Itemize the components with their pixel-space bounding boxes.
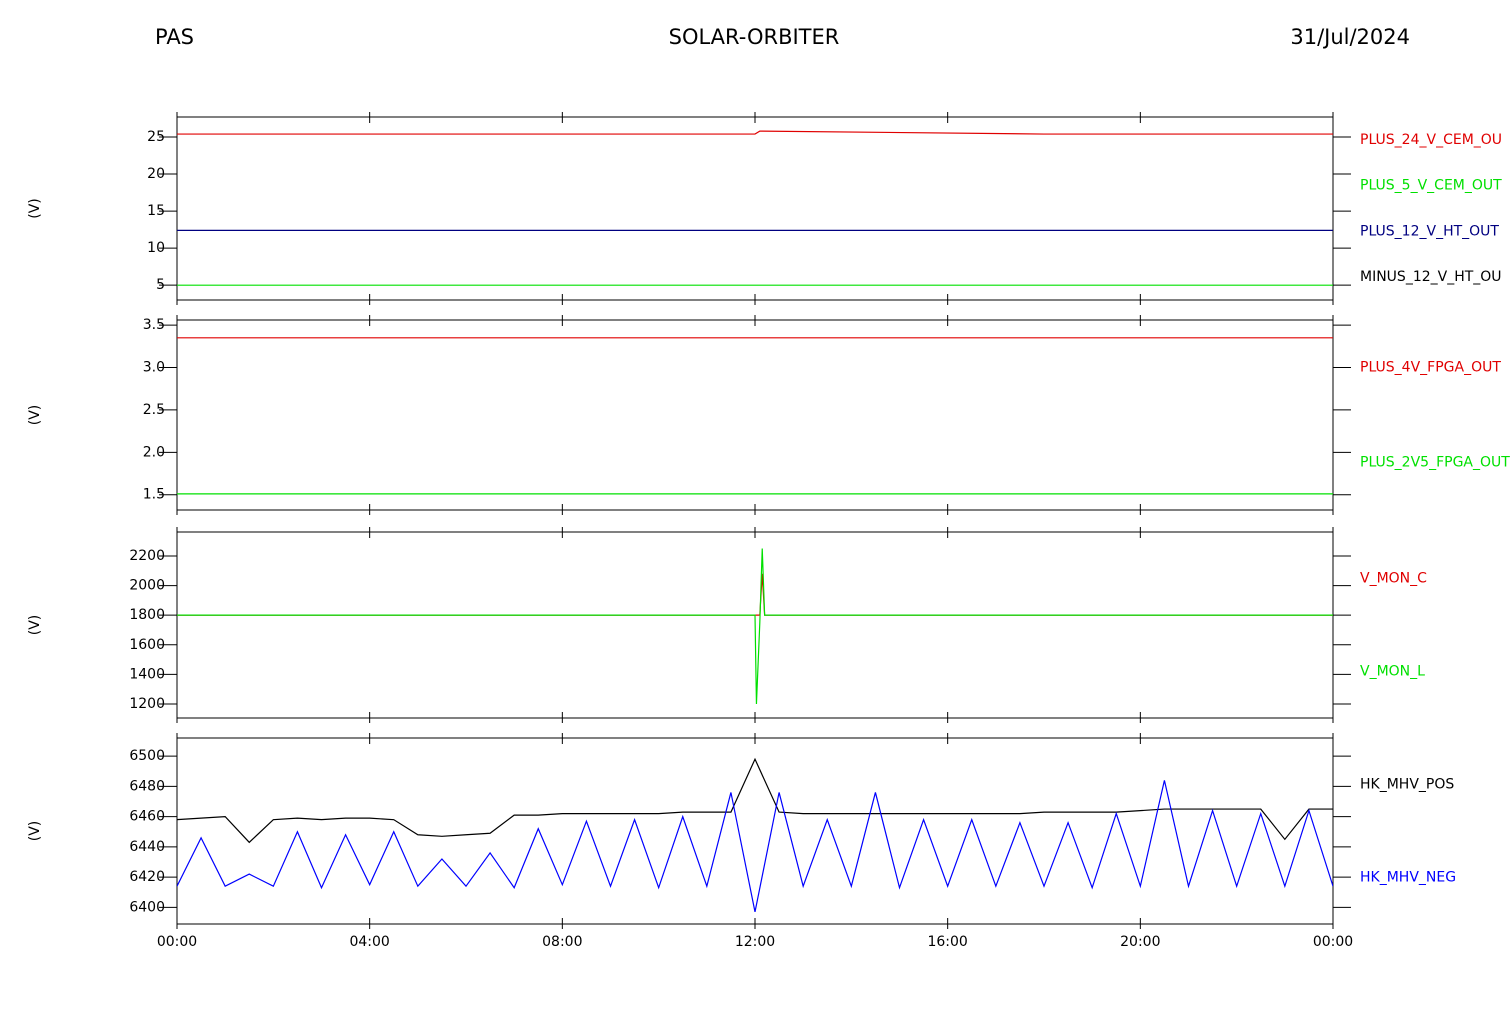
y-tick-label: 2000	[129, 578, 165, 594]
legend-label: PLUS_24_V_CEM_OU	[1360, 132, 1502, 148]
y-tick-label: 25	[147, 129, 165, 145]
x-tick-label: 12:00	[735, 934, 775, 950]
y-tick-label: 1800	[129, 607, 165, 623]
y-tick-label: 3.5	[143, 317, 165, 333]
y-tick-label: 2.5	[143, 402, 165, 418]
y-tick-label: 1200	[129, 696, 165, 712]
y-tick-label: 6440	[129, 839, 165, 855]
legend-label: PLUS_5_V_CEM_OUT	[1360, 178, 1502, 194]
y-axis-label: (V)	[27, 405, 43, 426]
legend-label: HK_MHV_POS	[1360, 777, 1454, 793]
x-tick-label: 16:00	[927, 934, 967, 950]
plot-frame	[176, 737, 1334, 925]
legend-label: HK_MHV_NEG	[1360, 870, 1456, 886]
y-axis-label: (V)	[27, 821, 43, 842]
y-tick-label: 6400	[129, 899, 165, 915]
y-tick-label: 3.0	[143, 360, 165, 376]
x-tick-label: 20:00	[1120, 934, 1160, 950]
series-line	[177, 548, 1333, 704]
y-tick-label: 15	[147, 203, 165, 219]
legend-label: PLUS_2V5_FPGA_OUT	[1360, 455, 1510, 471]
x-tick-label: 04:00	[349, 934, 389, 950]
plot-frame	[176, 116, 1334, 301]
y-tick-label: 10	[147, 240, 165, 256]
y-axis-label: (V)	[27, 615, 43, 636]
series-line	[177, 130, 1333, 135]
y-tick-label: 2.0	[143, 444, 165, 460]
y-tick-label: 6500	[129, 748, 165, 764]
y-tick-label: 1.5	[143, 487, 165, 503]
y-axis-label: (V)	[27, 198, 43, 219]
legend-label: PLUS_12_V_HT_OUT	[1360, 223, 1499, 239]
y-tick-label: 6420	[129, 869, 165, 885]
header-left: PAS	[155, 25, 194, 49]
plot-frame	[176, 319, 1334, 511]
x-tick-label: 00:00	[157, 934, 197, 950]
x-tick-label: 08:00	[542, 934, 582, 950]
series-line	[177, 757, 1333, 844]
y-tick-label: 20	[147, 166, 165, 182]
y-tick-label: 6460	[129, 809, 165, 825]
y-tick-label: 2200	[129, 548, 165, 564]
y-tick-label: 1600	[129, 637, 165, 653]
header-right: 31/Jul/2024	[1290, 25, 1410, 49]
y-tick-label: 6480	[129, 778, 165, 794]
legend-label: PLUS_4V_FPGA_OUT	[1360, 360, 1501, 376]
legend-label: V_MON_C	[1360, 571, 1427, 587]
header-center: SOLAR-ORBITER	[669, 25, 840, 49]
legend-label: MINUS_12_V_HT_OU	[1360, 269, 1502, 285]
legend-label: V_MON_L	[1360, 664, 1425, 680]
series-line	[177, 573, 1333, 616]
x-tick-label: 00:00	[1313, 934, 1353, 950]
y-tick-label: 1400	[129, 666, 165, 682]
series-line	[177, 780, 1333, 913]
